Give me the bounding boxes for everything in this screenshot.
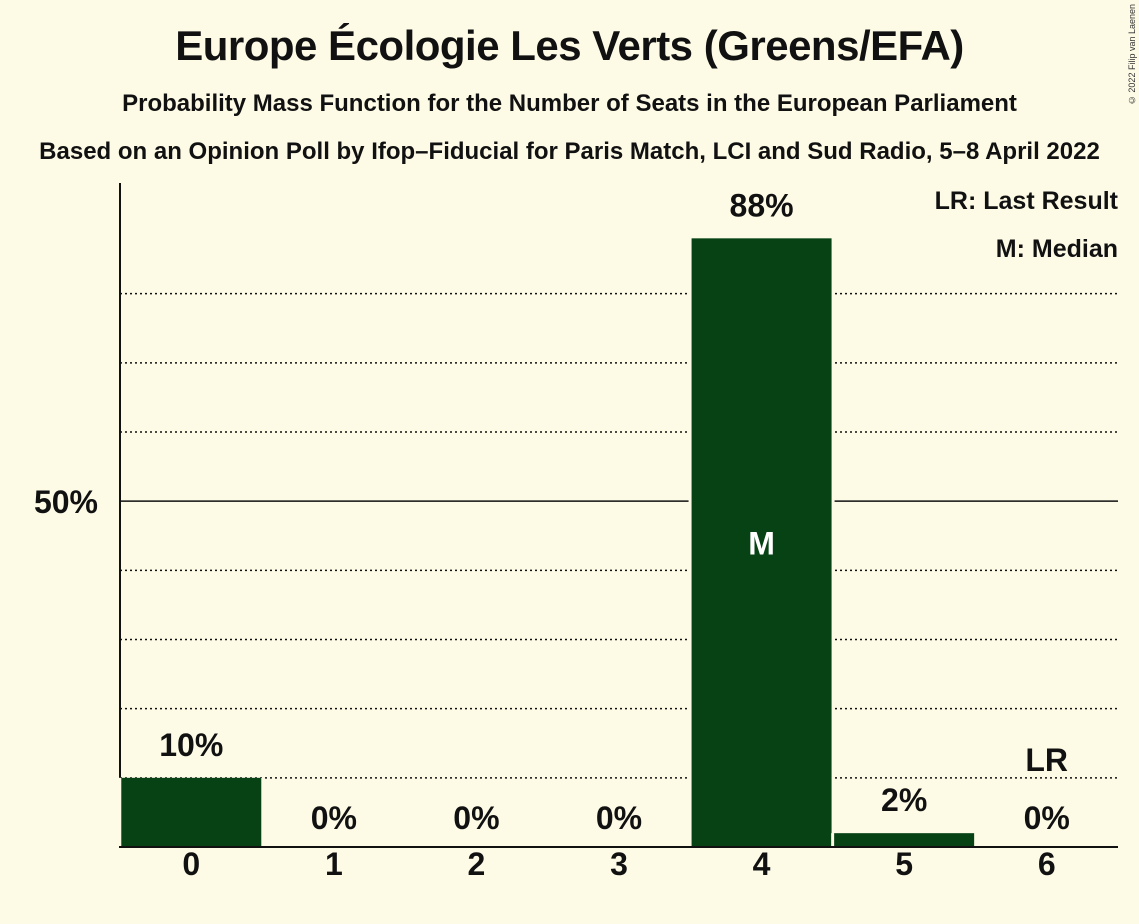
x-tick-label-6: 6 bbox=[1038, 846, 1056, 882]
legend-last-result: LR: Last Result bbox=[935, 187, 1119, 215]
value-label-2: 0% bbox=[453, 800, 499, 836]
x-tick-label-1: 1 bbox=[325, 846, 343, 882]
value-label-3: 0% bbox=[596, 800, 642, 836]
value-label-5: 2% bbox=[881, 782, 927, 818]
y-tick-label: 50% bbox=[34, 484, 98, 520]
x-tick-label-4: 4 bbox=[753, 846, 771, 882]
labels: 50%10%00%10%20%388%4M2%50%6LR bbox=[34, 187, 1070, 882]
chart-source: Based on an Opinion Poll by Ifop–Fiducia… bbox=[39, 138, 1100, 165]
bars bbox=[118, 238, 978, 847]
value-label-6: 0% bbox=[1024, 800, 1070, 836]
bar-5 bbox=[834, 833, 975, 846]
x-tick-label-0: 0 bbox=[182, 846, 200, 882]
chart-subtitle: Probability Mass Function for the Number… bbox=[122, 90, 1017, 117]
chart-title: Europe Écologie Les Verts (Greens/EFA) bbox=[175, 22, 964, 69]
last-result-marker: LR bbox=[1025, 742, 1068, 778]
value-label-1: 0% bbox=[311, 800, 357, 836]
value-label-4: 88% bbox=[730, 187, 794, 223]
x-tick-label-3: 3 bbox=[610, 846, 628, 882]
gridlines bbox=[119, 183, 1118, 848]
bar-0 bbox=[121, 777, 262, 846]
median-marker: M bbox=[748, 526, 775, 562]
legend-median: M: Median bbox=[996, 235, 1118, 263]
bar-4 bbox=[691, 238, 832, 847]
x-tick-label-5: 5 bbox=[895, 846, 913, 882]
x-tick-label-2: 2 bbox=[468, 846, 486, 882]
value-label-0: 10% bbox=[159, 727, 223, 763]
